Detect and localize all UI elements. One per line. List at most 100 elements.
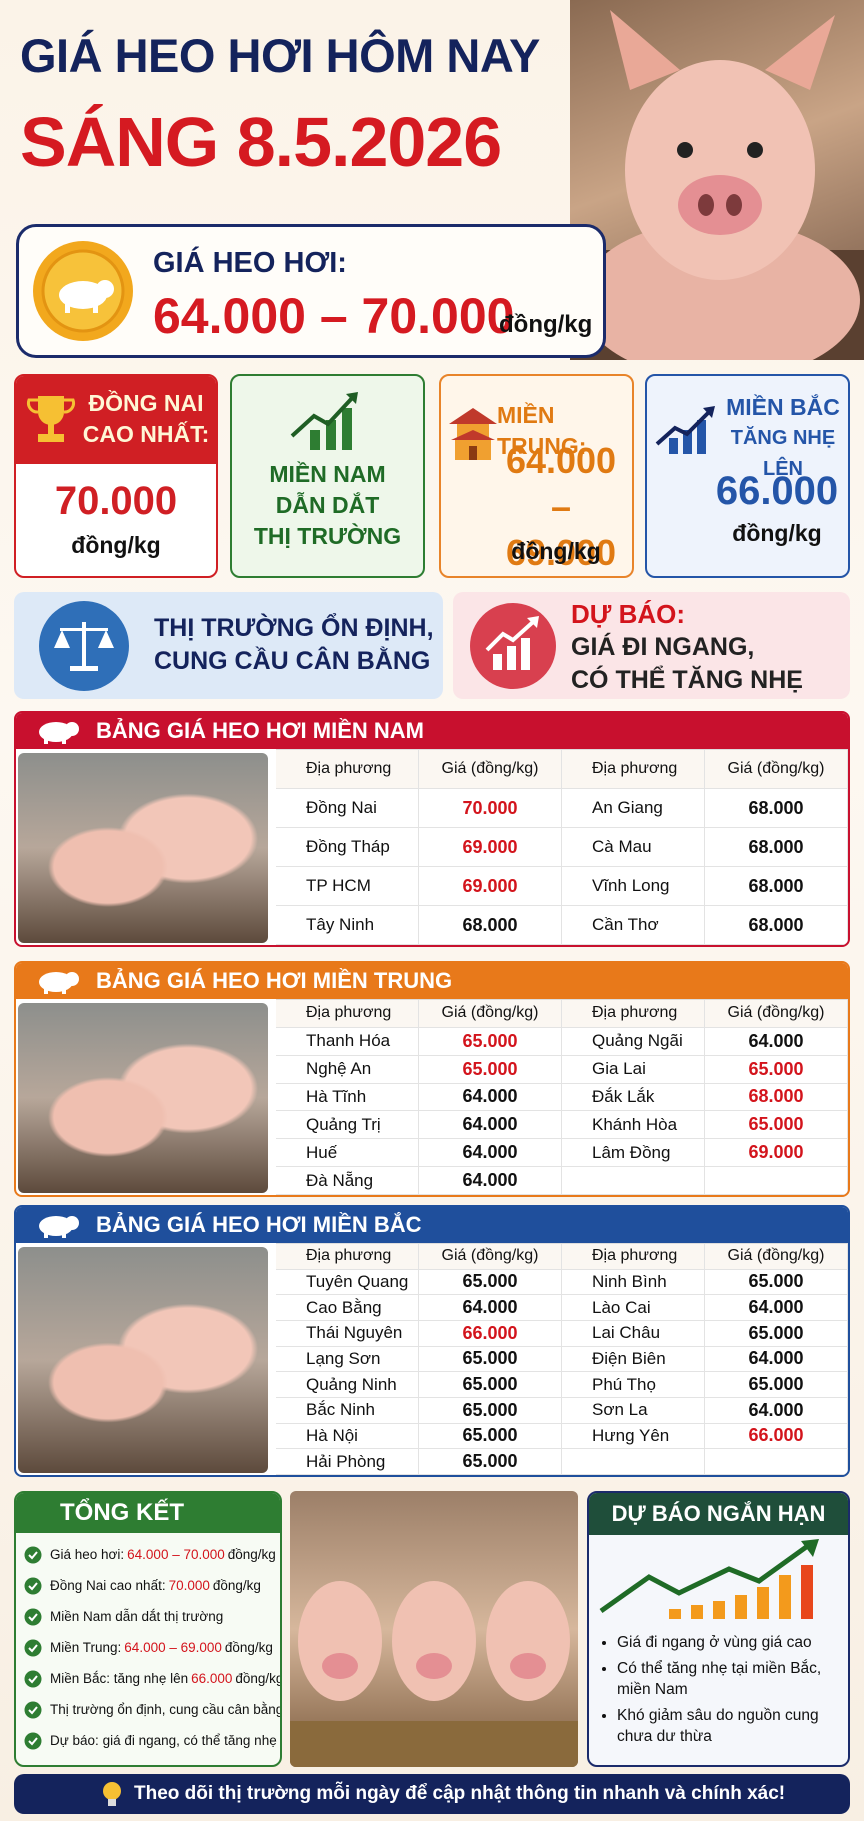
card-price: 66.000 (715, 469, 839, 513)
card-heading: MIỀN TRUNG: (497, 402, 587, 459)
price-table: Địa phương Giá (đồng/kg) Địa phương Giá (đồ… (276, 1243, 848, 1475)
table-header: Địa phương (276, 1244, 419, 1270)
price-cell: 69.000 (419, 867, 562, 906)
summary-text: Thị trường ổn định, cung cầu cân bằng (50, 1702, 282, 1717)
table-header: Địa phương (276, 750, 419, 789)
table-section: BẢNG GIÁ HEO HƠI MIỀN NAM Địa phương Giá (… (14, 711, 850, 947)
place-cell: Hà Nội (276, 1423, 419, 1450)
forecast-box: DỰ BÁO NGẮN HẠN Giá đi ngang ở vùng giá … (587, 1491, 850, 1767)
price-cell: 65.000 (705, 1269, 848, 1296)
price-cell: 68.000 (705, 789, 848, 828)
forecast-item: Giá đi ngang ở vùng giá cao (617, 1632, 840, 1653)
growth-icon (655, 406, 715, 454)
place-cell: Khánh Hòa (562, 1111, 705, 1140)
price-cell: 64.000 (419, 1139, 562, 1168)
empty-cell (562, 1449, 705, 1475)
summary-unit: đồng/kg (227, 1547, 276, 1562)
forecast-list: Giá đi ngang ở vùng giá cao Có thể tăng n… (589, 1632, 848, 1747)
place-cell: Cà Mau (562, 828, 705, 867)
summary-text: Miền Bắc: tăng nhẹ lên (50, 1671, 189, 1686)
price-cell: 65.000 (705, 1055, 848, 1084)
place-cell: Ninh Bình (562, 1269, 705, 1296)
empty-cell (705, 1167, 848, 1195)
place-cell: Tuyên Quang (276, 1269, 419, 1296)
check-icon (24, 1608, 42, 1625)
place-cell: Quảng Ngãi (562, 1027, 705, 1056)
price-cell: 65.000 (419, 1269, 562, 1296)
place-cell: Đắk Lắk (562, 1083, 705, 1112)
card-heading: THỊ TRƯỜNG (253, 523, 402, 549)
summary-item: Miền Bắc: tăng nhẹ lên 66.000 đồng/kg (24, 1663, 280, 1694)
price-cell: 66.000 (705, 1423, 848, 1450)
pig-icon (39, 972, 79, 994)
price-cell: 65.000 (419, 1055, 562, 1084)
card-heading: CAO NHẤT: (82, 421, 210, 447)
card-heading: TĂNG NHẸ LÊN (730, 427, 836, 480)
summary-text: Miền Nam dẫn dắt thị trường (50, 1609, 224, 1624)
table-title: BẢNG GIÁ HEO HƠI MIỀN TRUNG (16, 963, 848, 999)
card-highest: ĐỒNG NAI CAO NHẤT: 70.000 đồng/kg (14, 374, 218, 578)
summary-value: 64.000 – 70.000 (127, 1547, 225, 1562)
place-cell: Thanh Hóa (276, 1027, 419, 1056)
price-cell: 64.000 (419, 1295, 562, 1321)
price-cell: 68.000 (705, 1083, 848, 1112)
summary-value: 70.000 (168, 1578, 210, 1593)
card-text: MIỀN NAM DẪN DẮT THỊ TRƯỜNG (232, 459, 423, 552)
table-section: BẢNG GIÁ HEO HƠI MIỀN TRUNG Địa phương Giá… (14, 961, 850, 1197)
price-cell: 65.000 (705, 1111, 848, 1140)
price-cell: 64.000 (419, 1111, 562, 1140)
place-cell: Đà Nẵng (276, 1167, 419, 1195)
table-header: Địa phương (562, 1000, 705, 1028)
card-central: MIỀN TRUNG: 64.000 – 69.000 đồng/kg (439, 374, 634, 578)
table-header: Địa phương (562, 750, 705, 789)
price-cell: 64.000 (419, 1167, 562, 1195)
place-cell: Sơn La (562, 1397, 705, 1424)
price-cell: 64.000 (705, 1346, 848, 1373)
price-box: GIÁ HEO HƠI: 64.000 – 70.000 đồng/kg (16, 224, 606, 358)
pig-icon (39, 1216, 79, 1238)
card-south: MIỀN NAM DẪN DẮT THỊ TRƯỜNG (230, 374, 425, 578)
price-cell: 65.000 (419, 1397, 562, 1424)
summary-box: TỔNG KẾT Giá heo hơi: 64.000 – 70.000 đồng… (14, 1491, 282, 1767)
place-cell: Gia Lai (562, 1055, 705, 1084)
place-cell: Hải Phòng (276, 1449, 419, 1475)
price-cell: 65.000 (419, 1423, 562, 1450)
place-cell: Hưng Yên (562, 1423, 705, 1450)
forecast-chart (599, 1539, 819, 1619)
table-header: Giá (đồng/kg) (705, 750, 848, 789)
summary-text: Giá heo hơi: (50, 1547, 125, 1562)
price-cell: 65.000 (419, 1027, 562, 1056)
price-cell: 70.000 (419, 789, 562, 828)
place-cell: Tây Ninh (276, 906, 419, 945)
forecast-item: Khó giảm sâu do nguồn cung chưa dư thừa (617, 1705, 840, 1747)
price-cell: 68.000 (419, 906, 562, 945)
price-cell: 68.000 (705, 906, 848, 945)
summary-item: Dự báo: giá đi ngang, có thể tăng nhẹ (24, 1725, 277, 1756)
forecast-item: Có thể tăng nhẹ tại miền Bắc, miền Nam (617, 1658, 840, 1700)
info-forecast: DỰ BÁO: GIÁ ĐI NGANG, CÓ THỂ TĂNG NHẸ (453, 592, 850, 699)
table-title: BẢNG GIÁ HEO HƠI MIỀN BẮC (16, 1207, 848, 1243)
summary-value: 64.000 – 69.000 (124, 1640, 222, 1655)
summary-value: 66.000 (191, 1671, 233, 1686)
place-cell: Lâm Đồng (562, 1139, 705, 1168)
price-range: 64.000 – 70.000 (153, 288, 515, 344)
check-icon (24, 1639, 42, 1656)
growth-icon (290, 392, 358, 450)
pagoda-icon (449, 408, 497, 460)
price-unit: đồng/kg (499, 311, 593, 338)
summary-text: Miền Trung: (50, 1640, 122, 1655)
place-cell: Lào Cai (562, 1295, 705, 1321)
check-icon (24, 1670, 42, 1687)
card-unit: đồng/kg (511, 538, 601, 564)
price-cell: 64.000 (705, 1295, 848, 1321)
place-cell: Nghệ An (276, 1055, 419, 1084)
summary-text: Dự báo: giá đi ngang, có thể tăng nhẹ (50, 1733, 277, 1748)
summary-item: Đồng Nai cao nhất: 70.000 đồng/kg (24, 1570, 276, 1601)
forecast-icon (470, 603, 556, 689)
card-heading: DẪN DẮT (275, 492, 380, 518)
card-price: 70.000 (54, 479, 178, 523)
check-icon (24, 1577, 42, 1594)
check-icon (24, 1732, 42, 1749)
